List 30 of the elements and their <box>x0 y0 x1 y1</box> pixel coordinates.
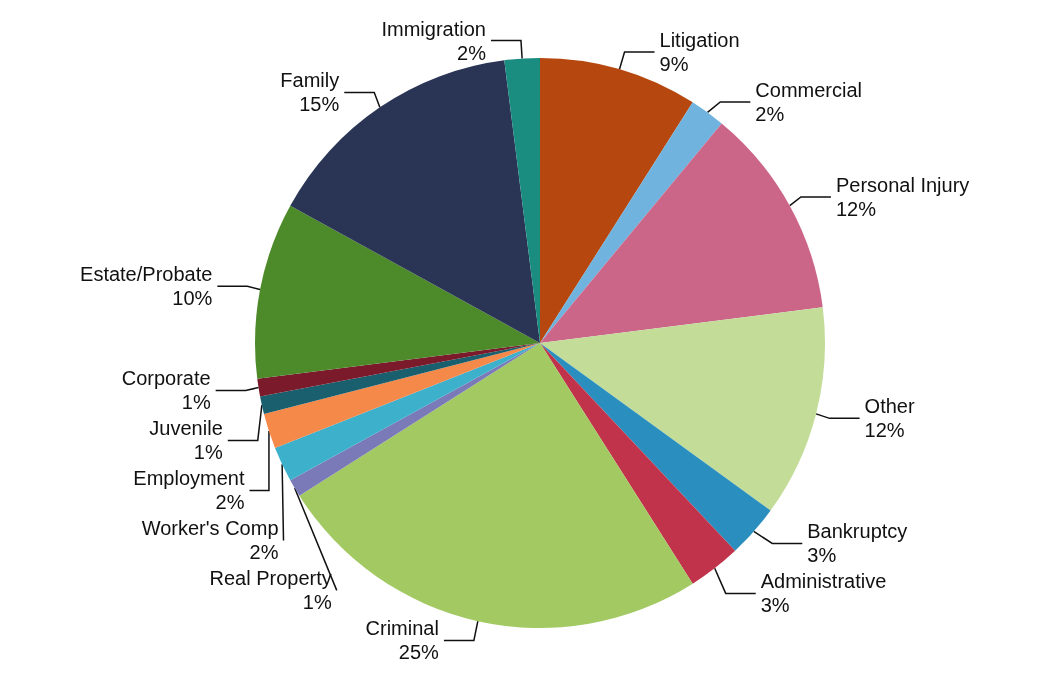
slice-label: Personal Injury <box>835 174 970 197</box>
data-label: 2% <box>755 103 785 126</box>
slice-label: Estate/Probate <box>80 263 213 286</box>
slice-label: Administrative <box>760 570 887 593</box>
data-label: 12% <box>864 419 905 442</box>
slice-label: Employment <box>133 467 245 490</box>
slice-label: Litigation <box>659 29 740 52</box>
slice-label: Corporate <box>121 367 211 390</box>
slice-label: Commercial <box>755 79 862 102</box>
data-label: 3% <box>807 544 837 567</box>
data-label: 15% <box>299 93 340 116</box>
data-label: 2% <box>215 491 245 514</box>
slice-label: Bankruptcy <box>807 520 908 543</box>
slice-label: Real Property <box>209 567 332 590</box>
data-label: 12% <box>835 198 877 221</box>
data-label: 9% <box>659 53 689 76</box>
slice-label: Worker's Comp <box>141 517 279 540</box>
slice-label: Juvenile <box>149 417 223 440</box>
slice-label: Criminal <box>365 617 439 640</box>
data-label: 10% <box>172 287 213 310</box>
data-label: 2% <box>457 41 487 64</box>
data-label: 1% <box>193 441 223 464</box>
data-label: 3% <box>760 594 790 617</box>
slice-label: Other <box>864 395 915 418</box>
slice-label: Immigration <box>381 17 486 40</box>
data-label: 2% <box>249 541 279 564</box>
data-label: 1% <box>302 591 332 614</box>
data-label: 25% <box>398 641 440 664</box>
data-label: 1% <box>181 391 211 414</box>
slice-label: Family <box>280 69 340 92</box>
